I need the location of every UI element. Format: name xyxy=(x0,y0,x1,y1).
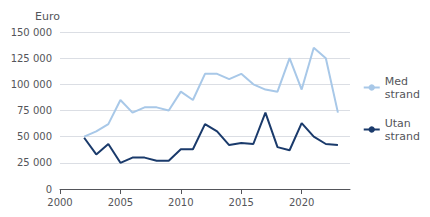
svg-text:2000: 2000 xyxy=(47,197,72,208)
svg-text:Euro: Euro xyxy=(35,10,60,23)
svg-text:2010: 2010 xyxy=(168,197,193,208)
svg-text:Med: Med xyxy=(385,75,408,88)
svg-text:2020: 2020 xyxy=(289,197,314,208)
svg-text:125 000: 125 000 xyxy=(11,53,52,64)
svg-text:75 000: 75 000 xyxy=(17,105,52,116)
svg-text:50 000: 50 000 xyxy=(17,131,52,142)
svg-text:25 000: 25 000 xyxy=(17,157,52,168)
svg-text:100 000: 100 000 xyxy=(11,79,52,90)
svg-text:2015: 2015 xyxy=(229,197,254,208)
svg-text:strand: strand xyxy=(385,130,420,143)
svg-text:0: 0 xyxy=(46,184,52,195)
svg-text:2005: 2005 xyxy=(108,197,133,208)
svg-text:Utan: Utan xyxy=(385,117,411,130)
svg-text:150 000: 150 000 xyxy=(11,27,52,38)
svg-text:strand: strand xyxy=(385,88,420,101)
